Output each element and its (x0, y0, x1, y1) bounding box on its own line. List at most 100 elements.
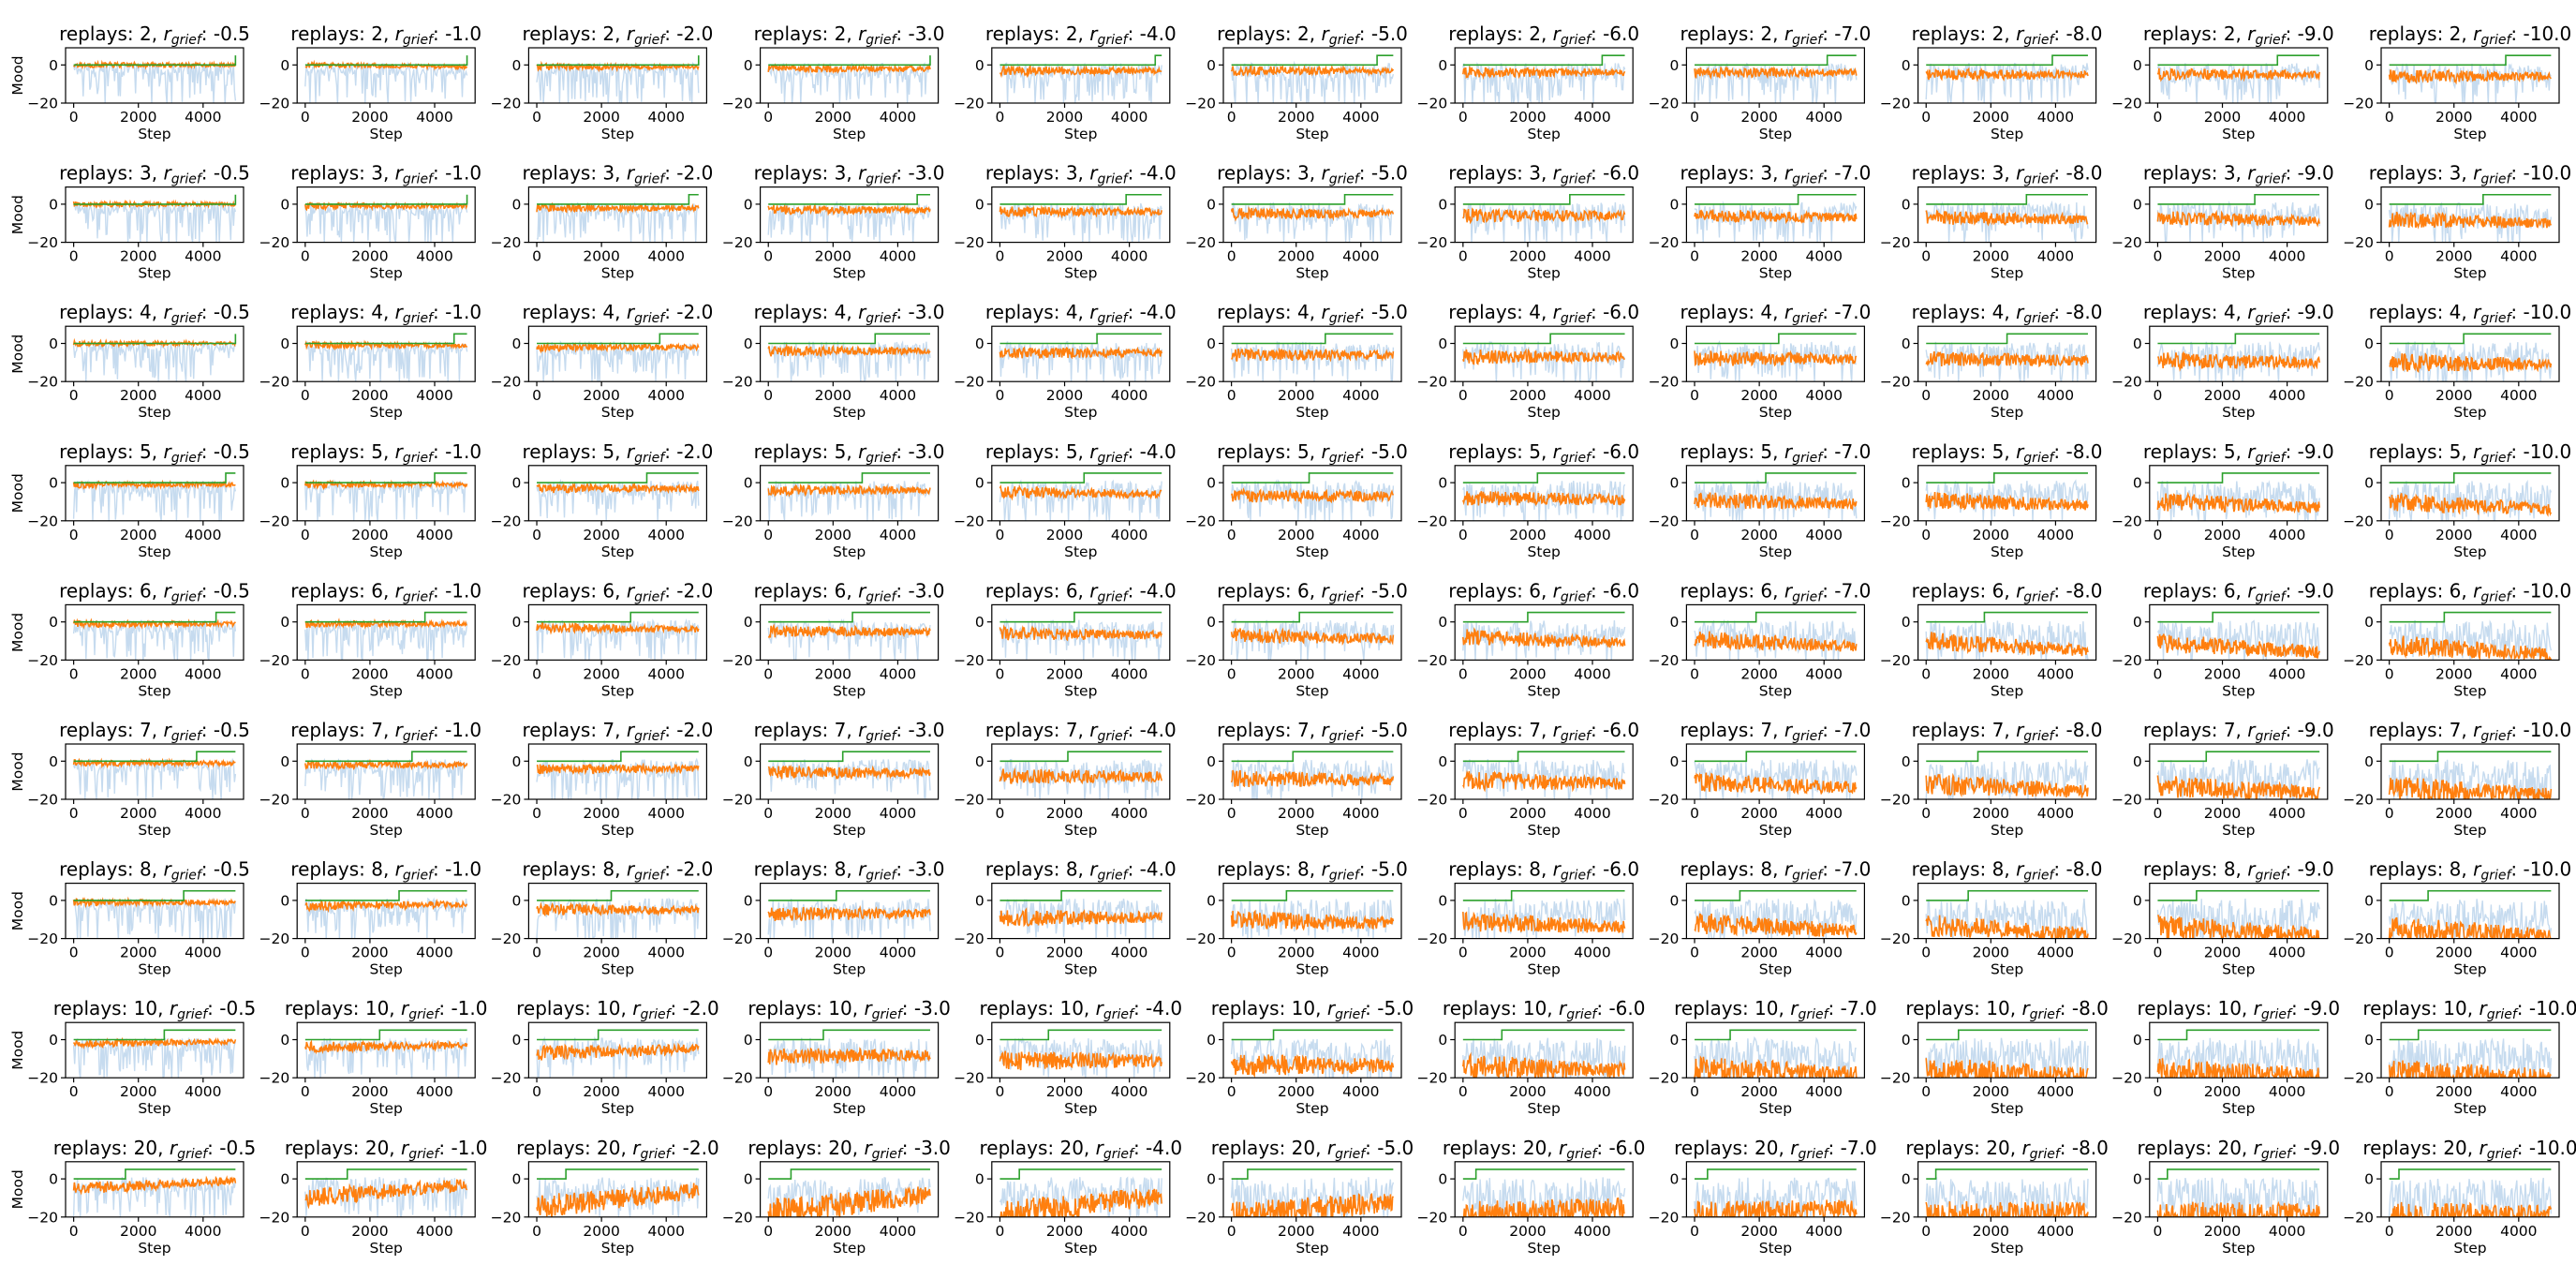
title-param-symbol: r (2247, 719, 2257, 741)
smoothed-mood-series (767, 483, 931, 498)
x-tick-label: 4000 (2037, 109, 2074, 126)
y-tick-label: −20 (954, 96, 985, 112)
title-param-symbol: r (2254, 997, 2263, 1019)
x-tick-label: 0 (1458, 109, 1468, 126)
x-axis-label: Step (1528, 126, 1561, 142)
title-param-symbol: r (2016, 858, 2025, 881)
plot-area (1925, 1168, 2089, 1217)
title-param-value: : -4.0 (1133, 997, 1182, 1019)
x-tick-label: 4000 (1574, 109, 1610, 126)
plot-area (536, 333, 700, 382)
x-tick-label: 0 (1227, 945, 1236, 961)
x-tick-label: 2000 (1278, 1083, 1314, 1100)
title-prefix: replays: 7, (59, 719, 163, 741)
y-tick-label: −20 (1880, 930, 1911, 947)
title-prefix: replays: 2, (1448, 22, 1552, 45)
subplot-title: replays: 5, rgrief: -5.0 (1217, 440, 1408, 466)
smoothed-mood-series (767, 1185, 931, 1217)
y-tick-label: 0 (1207, 475, 1216, 492)
title-param-subscript: grief (2480, 451, 2512, 466)
title-param-subscript: grief (1792, 589, 1824, 604)
x-tick-label: 2000 (2435, 109, 2472, 126)
title-prefix: replays: 6, (1217, 579, 1321, 602)
title-param-value: : -3.0 (902, 1137, 951, 1159)
title-prefix: replays: 6, (59, 579, 163, 602)
plot-area (536, 193, 700, 243)
title-param-subscript: grief (2030, 1007, 2062, 1022)
x-tick-label: 0 (2153, 387, 2162, 404)
subplot-title: replays: 8, rgrief: -6.0 (1448, 858, 1639, 884)
x-axis-label: Step (1295, 404, 1328, 421)
y-tick-label: 0 (1207, 1032, 1216, 1049)
x-axis-label: Step (138, 682, 170, 699)
x-tick-label: 0 (69, 387, 79, 404)
plot-area (1462, 472, 1626, 521)
y-tick-label: −20 (722, 930, 753, 947)
raw-mood-series (999, 479, 1162, 521)
x-axis-label: Step (833, 961, 866, 978)
y-tick-label: 0 (1670, 1171, 1680, 1188)
subplot-title: replays: 3, rgrief: -1.0 (290, 162, 481, 187)
subplot-title: replays: 6, rgrief: -3.0 (754, 579, 945, 604)
x-tick-label: 4000 (2037, 527, 2074, 543)
title-param-subscript: grief (1561, 33, 1592, 48)
title-prefix: replays: 6, (2143, 579, 2247, 602)
x-tick-label: 2000 (120, 109, 156, 126)
y-tick-label: 0 (1670, 892, 1680, 909)
title-param-symbol: r (2247, 579, 2257, 602)
plot-area (2388, 54, 2553, 103)
axes-frame (759, 1021, 940, 1079)
x-tick-label: 4000 (1342, 945, 1379, 961)
x-tick-label: 4000 (1805, 527, 1842, 543)
smoothed-mood-series (999, 766, 1162, 785)
y-tick-label: 0 (512, 335, 522, 352)
y-tick-label: −20 (27, 792, 58, 809)
x-axis-label: Step (138, 1240, 170, 1257)
x-tick-label: 0 (2153, 1223, 2162, 1240)
x-tick-label: 0 (532, 1083, 541, 1100)
x-axis-label: Step (1991, 1240, 2023, 1257)
title-param-value: : -6.0 (1591, 440, 1639, 463)
y-tick-label: 0 (1670, 1032, 1680, 1049)
title-prefix: replays: 5, (1912, 440, 2016, 463)
subplot-title: replays: 10, rgrief: -1.0 (285, 997, 488, 1022)
x-tick-label: 0 (301, 1083, 310, 1100)
axes-frame (759, 603, 940, 662)
x-axis-label: Step (1528, 265, 1561, 282)
title-param-subscript: grief (403, 33, 435, 48)
x-axis-label: Step (370, 265, 403, 282)
subplot-title: replays: 3, rgrief: -6.0 (1448, 162, 1639, 187)
title-param-subscript: grief (1098, 729, 1130, 744)
x-tick-label: 4000 (1574, 805, 1610, 822)
y-tick-label: 0 (280, 475, 289, 492)
x-tick-label: 2000 (815, 109, 851, 126)
smoothed-mood-series (536, 621, 700, 635)
title-param-symbol: r (627, 162, 636, 185)
title-param-value: : -0.5 (207, 1137, 256, 1159)
x-tick-label: 2000 (1278, 248, 1314, 265)
subplot-title: replays: 7, rgrief: -10.0 (2369, 719, 2572, 744)
plot-area (999, 611, 1162, 661)
title-param-subscript: grief (1329, 311, 1361, 326)
title-param-subscript: grief (634, 172, 666, 187)
plot-area (1462, 611, 1626, 661)
smoothed-mood-series (999, 1050, 1162, 1071)
title-param-value: : -0.5 (201, 301, 250, 323)
x-tick-label: 4000 (1342, 805, 1379, 822)
title-param-symbol: r (632, 997, 642, 1019)
title-param-symbol: r (1784, 22, 1794, 45)
x-axis-label: Step (1991, 404, 2023, 421)
x-tick-label: 0 (1690, 805, 1699, 822)
axes-frame (991, 465, 1171, 522)
x-tick-label: 2000 (120, 1083, 156, 1100)
title-prefix: replays: 7, (2369, 719, 2473, 741)
